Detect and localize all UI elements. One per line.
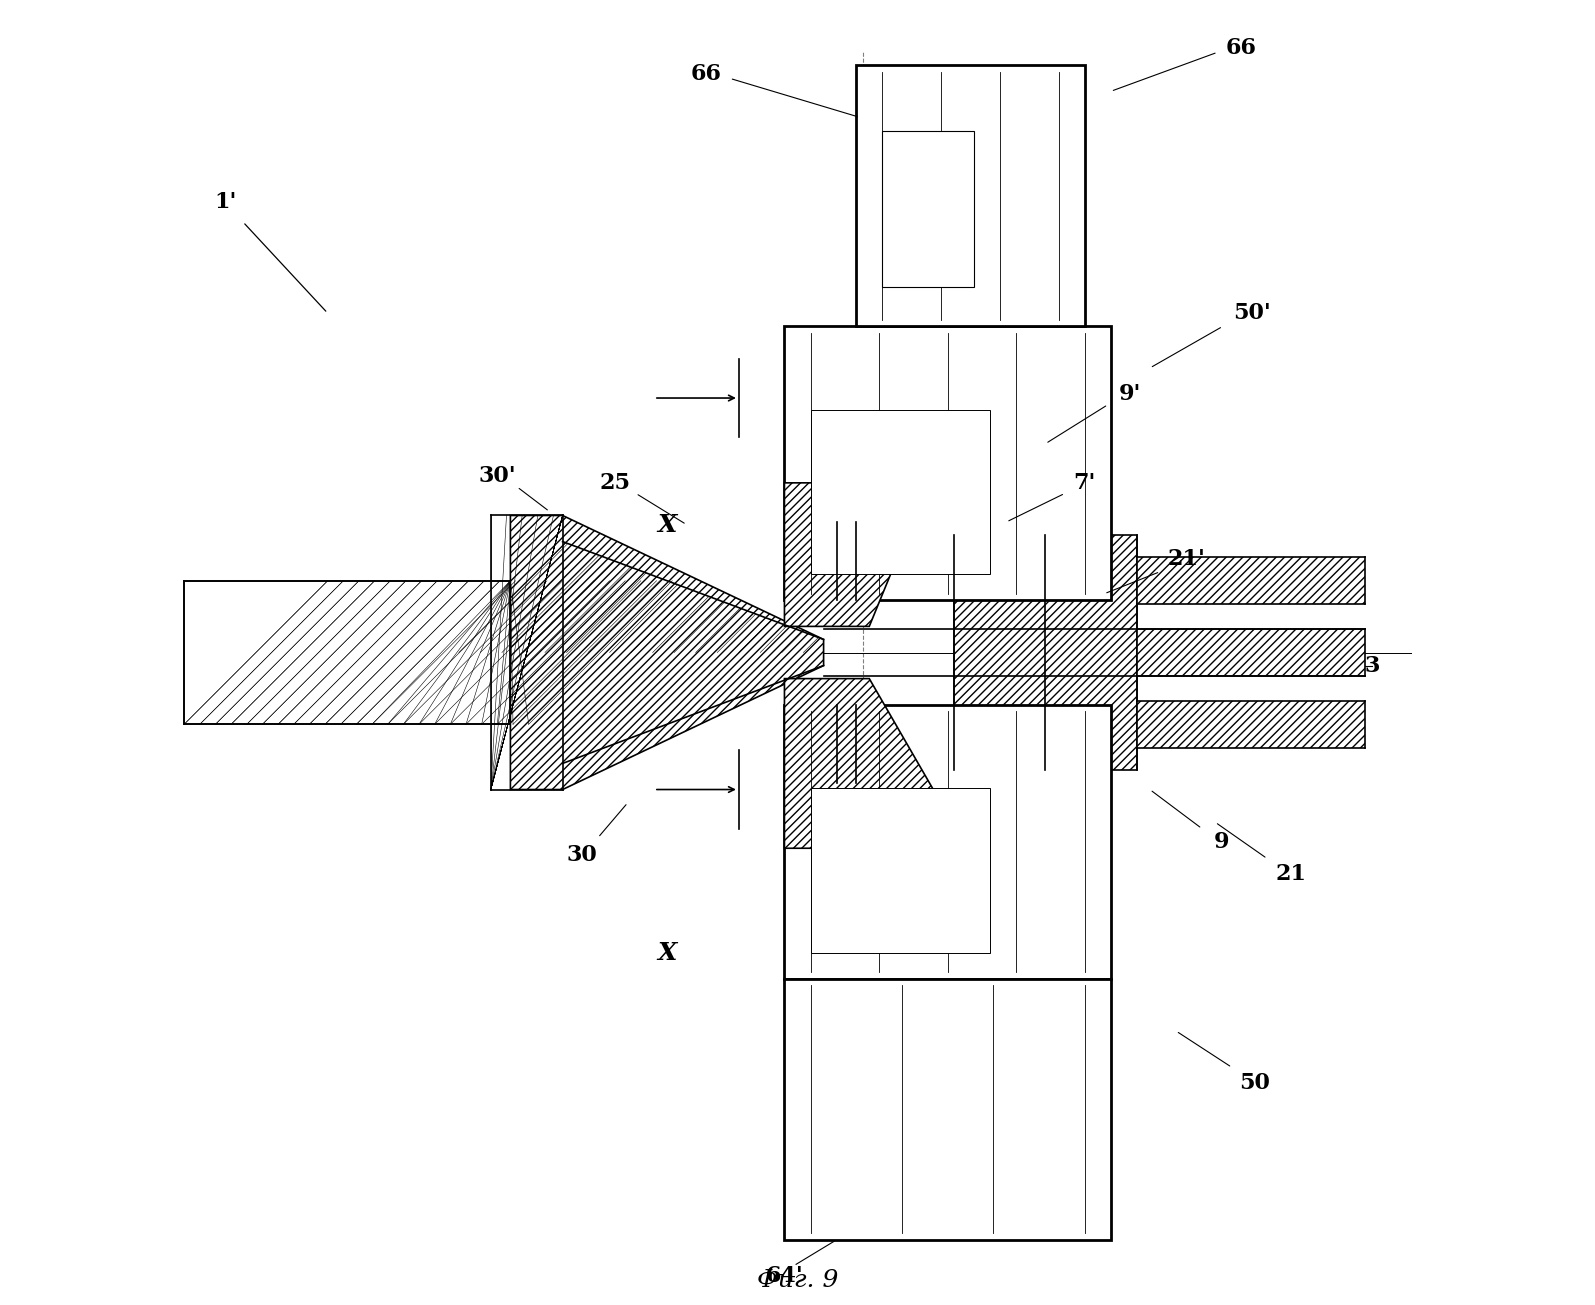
- Bar: [1137, 557, 1365, 604]
- Text: 66: 66: [1225, 38, 1257, 59]
- Text: 9: 9: [1214, 831, 1230, 852]
- Text: 66: 66: [691, 64, 721, 85]
- Text: 30: 30: [566, 844, 598, 865]
- Text: 21': 21': [1168, 548, 1206, 569]
- Bar: [1137, 629, 1365, 676]
- Polygon shape: [785, 483, 928, 626]
- Text: 1': 1': [215, 192, 238, 213]
- Polygon shape: [785, 679, 967, 848]
- Bar: [785, 326, 1110, 600]
- Bar: [1137, 701, 1365, 748]
- Text: 64': 64': [766, 1266, 804, 1287]
- Bar: [882, 130, 973, 287]
- Text: X: X: [657, 941, 676, 964]
- Text: Фиг. 9: Фиг. 9: [756, 1268, 839, 1292]
- Text: 3: 3: [1364, 655, 1380, 676]
- Bar: [810, 410, 990, 574]
- Bar: [785, 705, 1110, 979]
- Text: 30': 30': [478, 466, 517, 487]
- Text: 9': 9': [1120, 384, 1142, 405]
- Text: 7': 7': [1073, 472, 1096, 493]
- Text: 21: 21: [1276, 864, 1306, 885]
- Bar: [810, 788, 990, 953]
- Text: 50': 50': [1233, 303, 1271, 324]
- Bar: [785, 979, 1110, 1240]
- Text: X: X: [657, 513, 676, 536]
- Bar: [954, 535, 1137, 770]
- Polygon shape: [510, 515, 823, 790]
- Text: 25: 25: [600, 472, 630, 493]
- Text: 50: 50: [1239, 1073, 1270, 1094]
- Polygon shape: [183, 581, 510, 724]
- Bar: [857, 65, 1085, 326]
